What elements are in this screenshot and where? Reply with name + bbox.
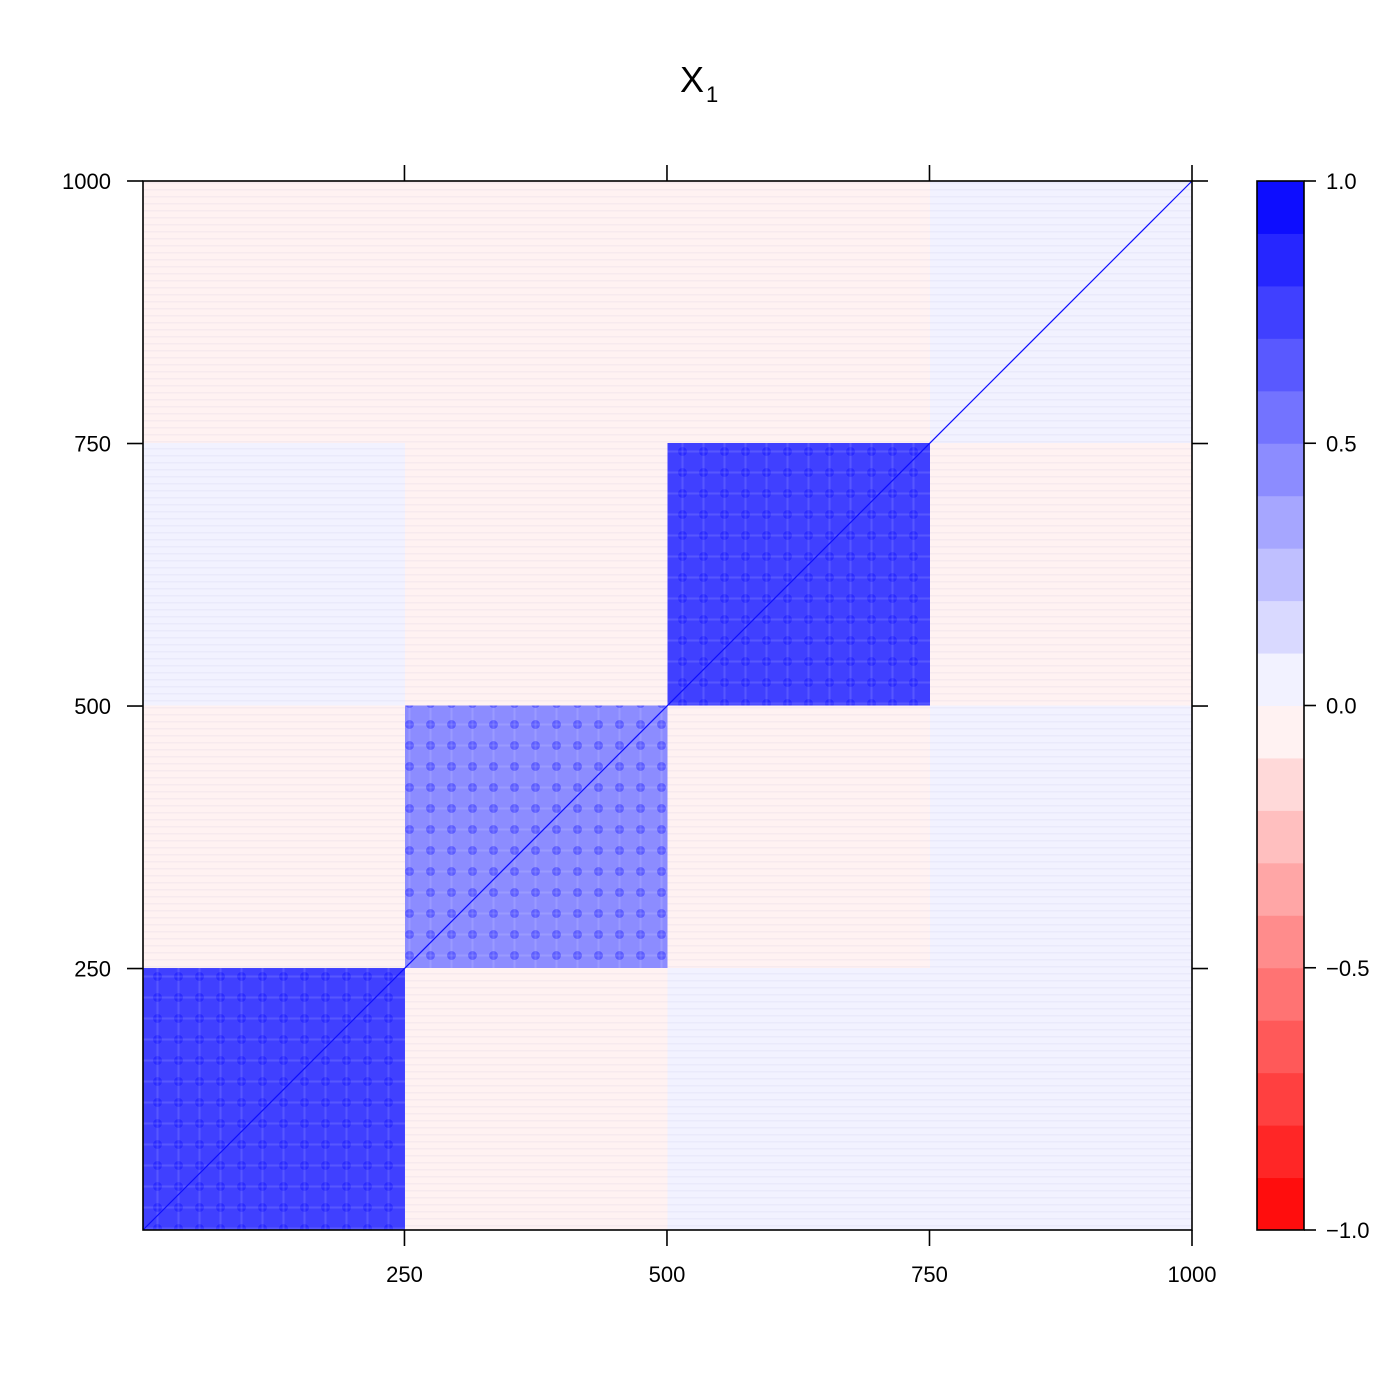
x-tick-label: 250	[386, 1262, 423, 1287]
colorbar-tick-label: 0.5	[1326, 431, 1357, 456]
colorbar-segment	[1257, 233, 1304, 287]
heatmap-block-texture	[143, 442, 405, 706]
heatmap-block-texture	[143, 705, 405, 969]
heatmap-block-texture	[404, 968, 668, 1230]
y-tick-label: 1000	[62, 169, 111, 194]
colorbar-tick-label: −1.0	[1326, 1218, 1369, 1243]
heatmap-block-texture	[143, 181, 405, 443]
diagonal-line	[142, 180, 1193, 1231]
colorbar-segment	[1257, 1020, 1304, 1074]
colorbar-segment	[1257, 653, 1304, 706]
colorbar-segment	[1257, 285, 1304, 339]
colorbar-segment	[1257, 1072, 1304, 1126]
x-tick-label: 750	[911, 1262, 948, 1287]
heatmap-block-texture	[667, 705, 931, 969]
plot-axes: 250 500 750 1000 250 500 750 1000	[62, 165, 1216, 1287]
colorbar-segment	[1257, 1125, 1304, 1179]
colorbar-segment	[1257, 443, 1304, 497]
x-tick-label: 500	[649, 1262, 686, 1287]
y-tick-label: 500	[74, 694, 111, 719]
colorbar-segment	[1257, 181, 1304, 234]
colorbar-tick-label: 1.0	[1326, 169, 1357, 194]
chart-title: X1	[680, 59, 718, 107]
colorbar-segment	[1257, 390, 1304, 444]
colorbar-segment	[1257, 810, 1304, 864]
colorbar-tick-label: 0.0	[1326, 694, 1357, 719]
colorbar: −1.0 −0.5 0.0 0.5 1.0	[1256, 169, 1369, 1243]
colorbar-segment	[1257, 548, 1304, 602]
colorbar-segment	[1257, 757, 1304, 811]
colorbar-segment	[1257, 705, 1304, 759]
y-tick-label: 250	[74, 957, 111, 982]
x-tick-label: 1000	[1168, 1262, 1217, 1287]
colorbar-segment	[1257, 495, 1304, 549]
colorbar-segment	[1257, 862, 1304, 916]
colorbar-segment	[1257, 1177, 1304, 1231]
y-tick-label: 750	[74, 432, 111, 457]
colorbar-segment	[1257, 338, 1304, 392]
heatmap-block-texture	[930, 968, 1192, 1230]
heatmap-diagonal	[142, 180, 1193, 1231]
heatmap-block-texture	[930, 442, 1192, 706]
colorbar-segment	[1257, 600, 1304, 654]
heatmap-block-texture	[667, 968, 931, 1230]
heatmap-block-texture	[667, 181, 931, 443]
colorbar-tick-label: −0.5	[1326, 956, 1369, 981]
heatmap-block-texture	[404, 181, 668, 443]
heatmap-block-texture	[404, 442, 668, 706]
colorbar-segment	[1257, 915, 1304, 969]
heatmap-block-texture	[930, 705, 1192, 969]
colorbar-segment	[1257, 967, 1304, 1021]
